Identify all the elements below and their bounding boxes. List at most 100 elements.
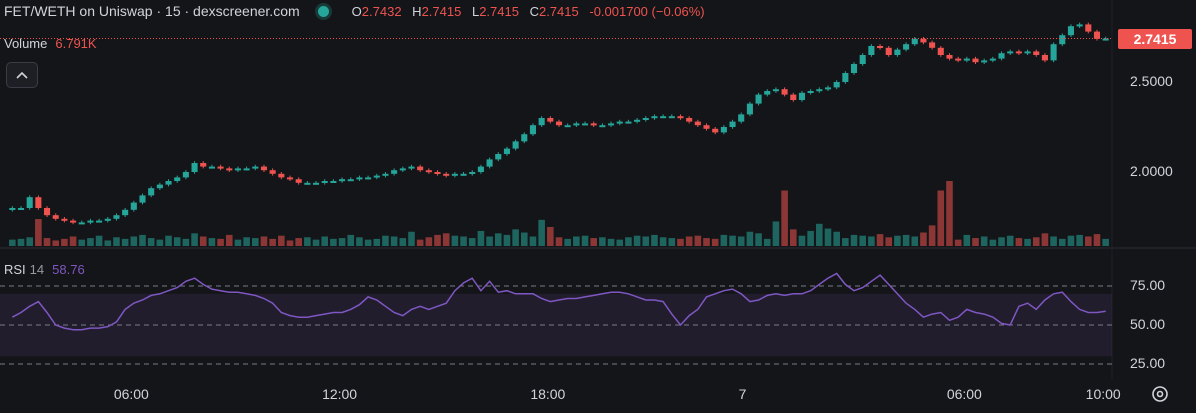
collapse-legend-button[interactable] <box>6 62 38 88</box>
candle-body <box>503 148 510 154</box>
pair-title: FET/WETH on Uniswap · 15 · dexscreener.c… <box>4 3 300 19</box>
candle-body <box>365 177 372 180</box>
candle-body <box>1024 51 1031 54</box>
volume-bar <box>651 234 658 246</box>
candle-body <box>885 47 892 55</box>
volume-bar <box>356 237 363 246</box>
volume-bar <box>1050 236 1057 246</box>
candle-body <box>260 166 268 171</box>
settings-gear-icon[interactable] <box>1150 384 1170 404</box>
volume-bar <box>520 232 528 246</box>
volume-bar <box>824 228 832 246</box>
candle-body <box>373 175 380 178</box>
volume-bar <box>225 234 233 246</box>
volume-bar <box>963 234 971 246</box>
candle-body <box>417 166 424 171</box>
volume-bar <box>573 236 580 246</box>
candle-body <box>590 123 597 126</box>
candle-body <box>850 64 858 73</box>
volume-bar <box>928 225 936 246</box>
volume-bar <box>1024 238 1031 246</box>
candle-body <box>1033 51 1040 55</box>
candle-body <box>790 94 797 100</box>
volume-bar <box>694 235 702 246</box>
candle-body <box>746 103 753 115</box>
candle-body <box>200 163 207 167</box>
candle-body <box>174 177 181 181</box>
change-value: -0.001700 (−0.06%) <box>589 3 705 19</box>
candle-body <box>495 154 502 160</box>
volume-bar <box>833 231 840 246</box>
candle-body <box>877 46 884 48</box>
candle-body <box>486 159 493 167</box>
volume-bar <box>538 219 545 246</box>
volume-bar <box>868 236 875 246</box>
volume-bar <box>989 239 997 246</box>
candle-body <box>313 182 320 185</box>
candle-body <box>694 121 701 126</box>
ohlc-readout: O2.7432 H2.7415 L2.7415 C2.7415 -0.00170… <box>345 4 705 19</box>
candle-body <box>963 58 970 61</box>
candle-body <box>573 123 580 126</box>
volume-bar <box>243 237 250 246</box>
volume-bar <box>338 238 346 246</box>
volume-bar <box>260 236 268 246</box>
volume-label: Volume <box>4 36 48 51</box>
open-value: 2.7432 <box>361 3 402 19</box>
volume-bar <box>113 237 120 246</box>
volume-bar <box>121 238 129 246</box>
volume-bar <box>199 236 207 246</box>
volume-bar <box>755 233 762 246</box>
volume-bar <box>685 236 693 246</box>
candle-body <box>234 168 241 171</box>
volume-bar <box>52 240 60 246</box>
volume-bar <box>625 237 632 246</box>
volume-bar <box>1058 238 1066 246</box>
volume-bar <box>737 236 745 246</box>
volume-bar <box>95 235 103 246</box>
candle-body <box>382 173 389 176</box>
rsi-tick-label: 25.00 <box>1130 355 1166 371</box>
volume-bar <box>156 239 164 246</box>
volume-bar <box>442 233 450 246</box>
candle-body <box>764 91 771 95</box>
candle-body <box>434 172 441 174</box>
candle-body <box>295 179 302 183</box>
volume-bar <box>816 223 823 246</box>
volume-bar <box>894 235 901 246</box>
status-dot-icon <box>317 5 329 17</box>
volume-bar <box>850 234 858 246</box>
volume-bar <box>78 239 86 246</box>
candle-body <box>330 181 337 183</box>
volume-bar <box>1006 235 1014 246</box>
candle-body <box>425 170 432 173</box>
volume-bar <box>512 229 519 246</box>
volume-bar <box>937 190 945 246</box>
volume-bar <box>347 234 355 246</box>
candle-body <box>608 123 615 126</box>
low-key: L <box>471 3 480 19</box>
volume-bar <box>425 237 433 246</box>
candle-body <box>87 220 94 223</box>
volume-bar <box>946 181 953 246</box>
candle-body <box>634 119 641 122</box>
candle-body <box>989 58 996 61</box>
candle-body <box>278 173 285 178</box>
volume-bar <box>416 239 424 246</box>
volume-bar <box>399 238 407 246</box>
volume-bar <box>477 230 485 246</box>
time-tick-label: 18:00 <box>530 386 566 402</box>
volume-bar <box>61 238 68 246</box>
volume-bar <box>87 238 94 246</box>
chart-legend: FET/WETH on Uniswap · 15 · dexscreener.c… <box>4 3 705 19</box>
candle-body <box>738 114 745 122</box>
volume-bar <box>703 238 710 246</box>
volume-bar <box>312 239 320 246</box>
volume-bar <box>876 234 884 246</box>
candle-body <box>616 121 623 124</box>
close-key: C <box>529 3 539 19</box>
candle-body <box>998 53 1005 59</box>
candle-body <box>859 55 866 64</box>
